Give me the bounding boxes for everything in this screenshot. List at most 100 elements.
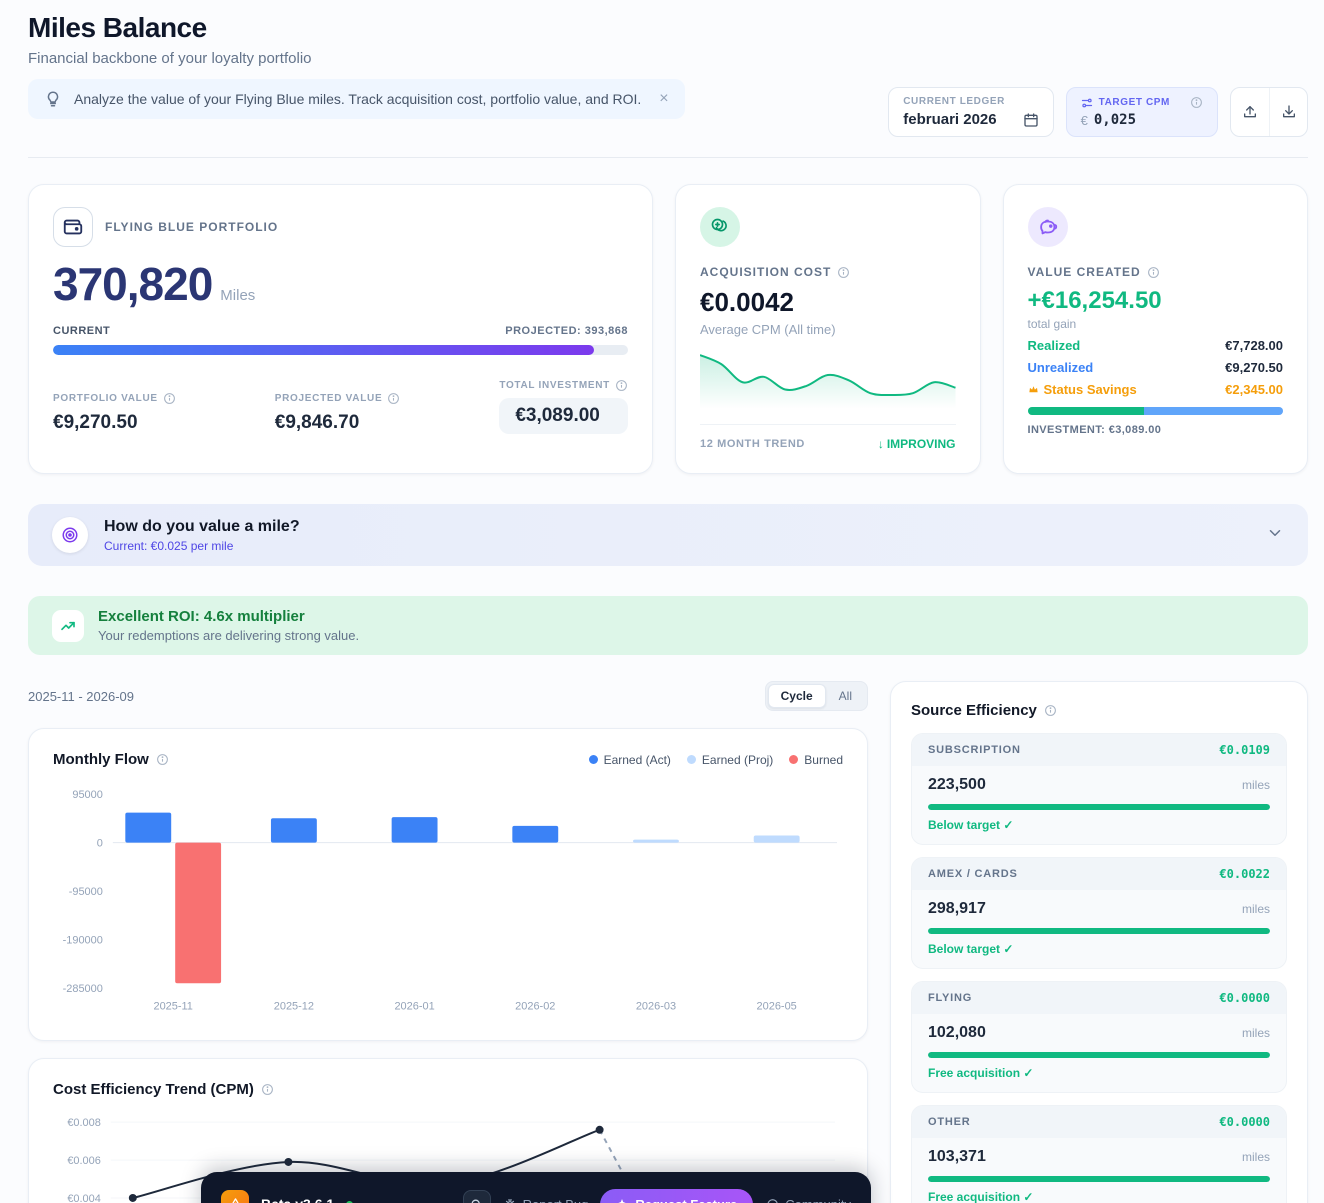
target-cpm-currency: €	[1080, 112, 1088, 128]
sparkle-icon	[616, 1198, 628, 1203]
info-icon[interactable]	[1190, 96, 1203, 109]
lightbulb-icon	[44, 90, 62, 108]
current-ledger-picker[interactable]: CURRENT LEDGER februari 2026	[888, 87, 1054, 137]
info-banner-text: Analyze the value of your Flying Blue mi…	[74, 91, 642, 107]
info-icon[interactable]	[1044, 704, 1057, 717]
legend-burned-label: Burned	[804, 752, 843, 767]
info-icon[interactable]	[1147, 266, 1160, 279]
crown-icon	[1028, 384, 1039, 395]
period-row: 2025-11 - 2026-09 Cycle All	[28, 681, 868, 711]
status-savings-text: Status Savings	[1043, 382, 1137, 397]
source-status: Free acquisition ✓	[928, 1066, 1034, 1080]
svg-text:2025-11: 2025-11	[153, 1001, 192, 1013]
info-icon[interactable]	[261, 1083, 274, 1096]
header-controls: CURRENT LEDGER februari 2026 TARGET CPM	[888, 87, 1308, 137]
realized-segment	[1027, 407, 1144, 415]
calendar-icon[interactable]	[1023, 112, 1039, 128]
mile-value-title: How do you value a mile?	[104, 517, 300, 535]
request-feature-label: Request Feature	[635, 1197, 737, 1203]
info-icon[interactable]	[163, 392, 176, 405]
coins-icon	[700, 207, 740, 247]
page-subtitle: Financial backbone of your loyalty portf…	[28, 50, 312, 67]
chevron-down-icon[interactable]	[1266, 524, 1284, 547]
toggle-cycle[interactable]: Cycle	[767, 684, 826, 708]
acquisition-cost-card: ACQUISITION COST €0.0042 Average CPM (Al…	[675, 184, 981, 474]
projected-value-stat: PROJECTED VALUE €9,846.70	[275, 392, 401, 434]
main-grid: 2025-11 - 2026-09 Cycle All Monthly Flow…	[28, 681, 1308, 1203]
mile-value-accordion[interactable]: How do you value a mile? Current: €0.025…	[28, 504, 1308, 566]
charts-column: 2025-11 - 2026-09 Cycle All Monthly Flow…	[28, 681, 868, 1203]
monthly-flow-svg: 95000 0 -95000 -190000 -285000 2025-11 2025-12…	[63, 789, 838, 1013]
page-title: Miles Balance	[28, 12, 207, 43]
source-cpm: €0.0000	[1219, 991, 1270, 1005]
trend-label: 12 MONTH TREND	[700, 438, 805, 450]
request-feature-button[interactable]: Request Feature	[600, 1188, 754, 1203]
beta-version: Beta v3.6.1	[261, 1196, 334, 1203]
svg-text:-190000: -190000	[63, 934, 103, 946]
source-miles: 102,080	[928, 1024, 986, 1041]
legend-burned[interactable]: Burned	[789, 753, 843, 767]
download-icon[interactable]	[1269, 88, 1307, 136]
source-progress-bar	[928, 928, 1270, 934]
source-miles-unit: miles	[1241, 1026, 1270, 1040]
legend-earned-act[interactable]: Earned (Act)	[588, 753, 671, 767]
current-ledger-value[interactable]: februari 2026	[903, 111, 997, 128]
community-label: Community	[785, 1197, 851, 1203]
miles-balance-value: 370,820	[53, 258, 213, 310]
current-label: CURRENT	[53, 325, 111, 337]
monthly-flow-title: Monthly Flow	[53, 751, 149, 768]
realized-value: €7,728.00	[1225, 338, 1283, 353]
search-icon[interactable]	[462, 1190, 491, 1203]
svg-text:-95000: -95000	[69, 886, 103, 898]
portfolio-card-label: FLYING BLUE PORTFOLIO	[105, 220, 279, 234]
piggy-bank-icon	[1027, 207, 1068, 247]
legend-earned-proj-label: Earned (Proj)	[701, 752, 774, 767]
report-bug-label: Report Bug	[523, 1197, 589, 1203]
unrealized-label: Unrealized	[1027, 360, 1094, 375]
total-investment-label: TOTAL INVESTMENT	[499, 380, 610, 391]
legend-earned-proj[interactable]: Earned (Proj)	[686, 752, 774, 767]
current-ledger-label: CURRENT LEDGER	[903, 96, 1005, 107]
close-icon[interactable]: ×	[659, 90, 669, 107]
source-item-subscription: SUBSCRIPTION €0.0109 223,500 miles Below…	[911, 733, 1287, 845]
target-cpm-label: TARGET CPM	[1098, 97, 1170, 108]
report-bug-button[interactable]: Report Bug	[503, 1197, 589, 1203]
info-icon[interactable]	[615, 379, 628, 392]
miles-progress-fill	[53, 345, 594, 355]
source-progress-fill	[928, 1052, 1270, 1058]
header-divider	[28, 157, 1308, 158]
community-button[interactable]: Community	[765, 1197, 851, 1203]
info-icon[interactable]	[156, 753, 169, 766]
roi-banner: Excellent ROI: 4.6x multiplier Your rede…	[28, 596, 1308, 655]
source-miles-unit: miles	[1241, 778, 1270, 792]
target-cpm-control[interactable]: TARGET CPM € 0,025	[1065, 87, 1218, 137]
target-cpm-value[interactable]: 0,025	[1093, 112, 1137, 128]
acquisition-cost-subtitle: Average CPM (All time)	[700, 322, 836, 337]
unrealized-row: Unrealized €9,270.50	[1028, 360, 1284, 375]
unrealized-segment	[1143, 407, 1283, 415]
source-cpm: €0.0000	[1219, 1115, 1270, 1129]
import-export-group	[1230, 87, 1308, 137]
monthly-flow-legend: Earned (Act) Earned (Proj) Burned	[588, 752, 843, 767]
sliders-icon	[1081, 97, 1093, 109]
svg-text:€0.008: €0.008	[67, 1117, 101, 1129]
source-miles-unit: miles	[1241, 902, 1270, 916]
realized-row: Realized €7,728.00	[1028, 338, 1284, 353]
value-created-card: VALUE CREATED +€16,254.50 total gain Rea…	[1002, 184, 1308, 474]
info-icon[interactable]	[387, 392, 400, 405]
upload-icon[interactable]	[1231, 88, 1269, 136]
period-range: 2025-11 - 2026-09	[28, 688, 135, 704]
source-efficiency-card: Source Efficiency SUBSCRIPTION €0.0109 2…	[890, 681, 1308, 1203]
trending-up-icon	[52, 609, 84, 642]
acquisition-cost-value: €0.0042	[700, 287, 794, 317]
mile-value-subtitle: Current: €0.025 per mile	[104, 538, 234, 553]
unrealized-value: €9,270.50	[1225, 360, 1283, 375]
source-progress-fill	[928, 1176, 1270, 1182]
portfolio-card: FLYING BLUE PORTFOLIO 370,820 Miles CURR…	[28, 184, 653, 474]
realized-label: Realized	[1027, 338, 1081, 353]
info-icon[interactable]	[837, 266, 850, 279]
toggle-all[interactable]: All	[826, 684, 865, 708]
trend-status-text: IMPROVING	[886, 437, 956, 451]
roi-title: Excellent ROI: 4.6x multiplier	[98, 608, 305, 625]
svg-text:2026-01: 2026-01	[394, 1001, 434, 1013]
